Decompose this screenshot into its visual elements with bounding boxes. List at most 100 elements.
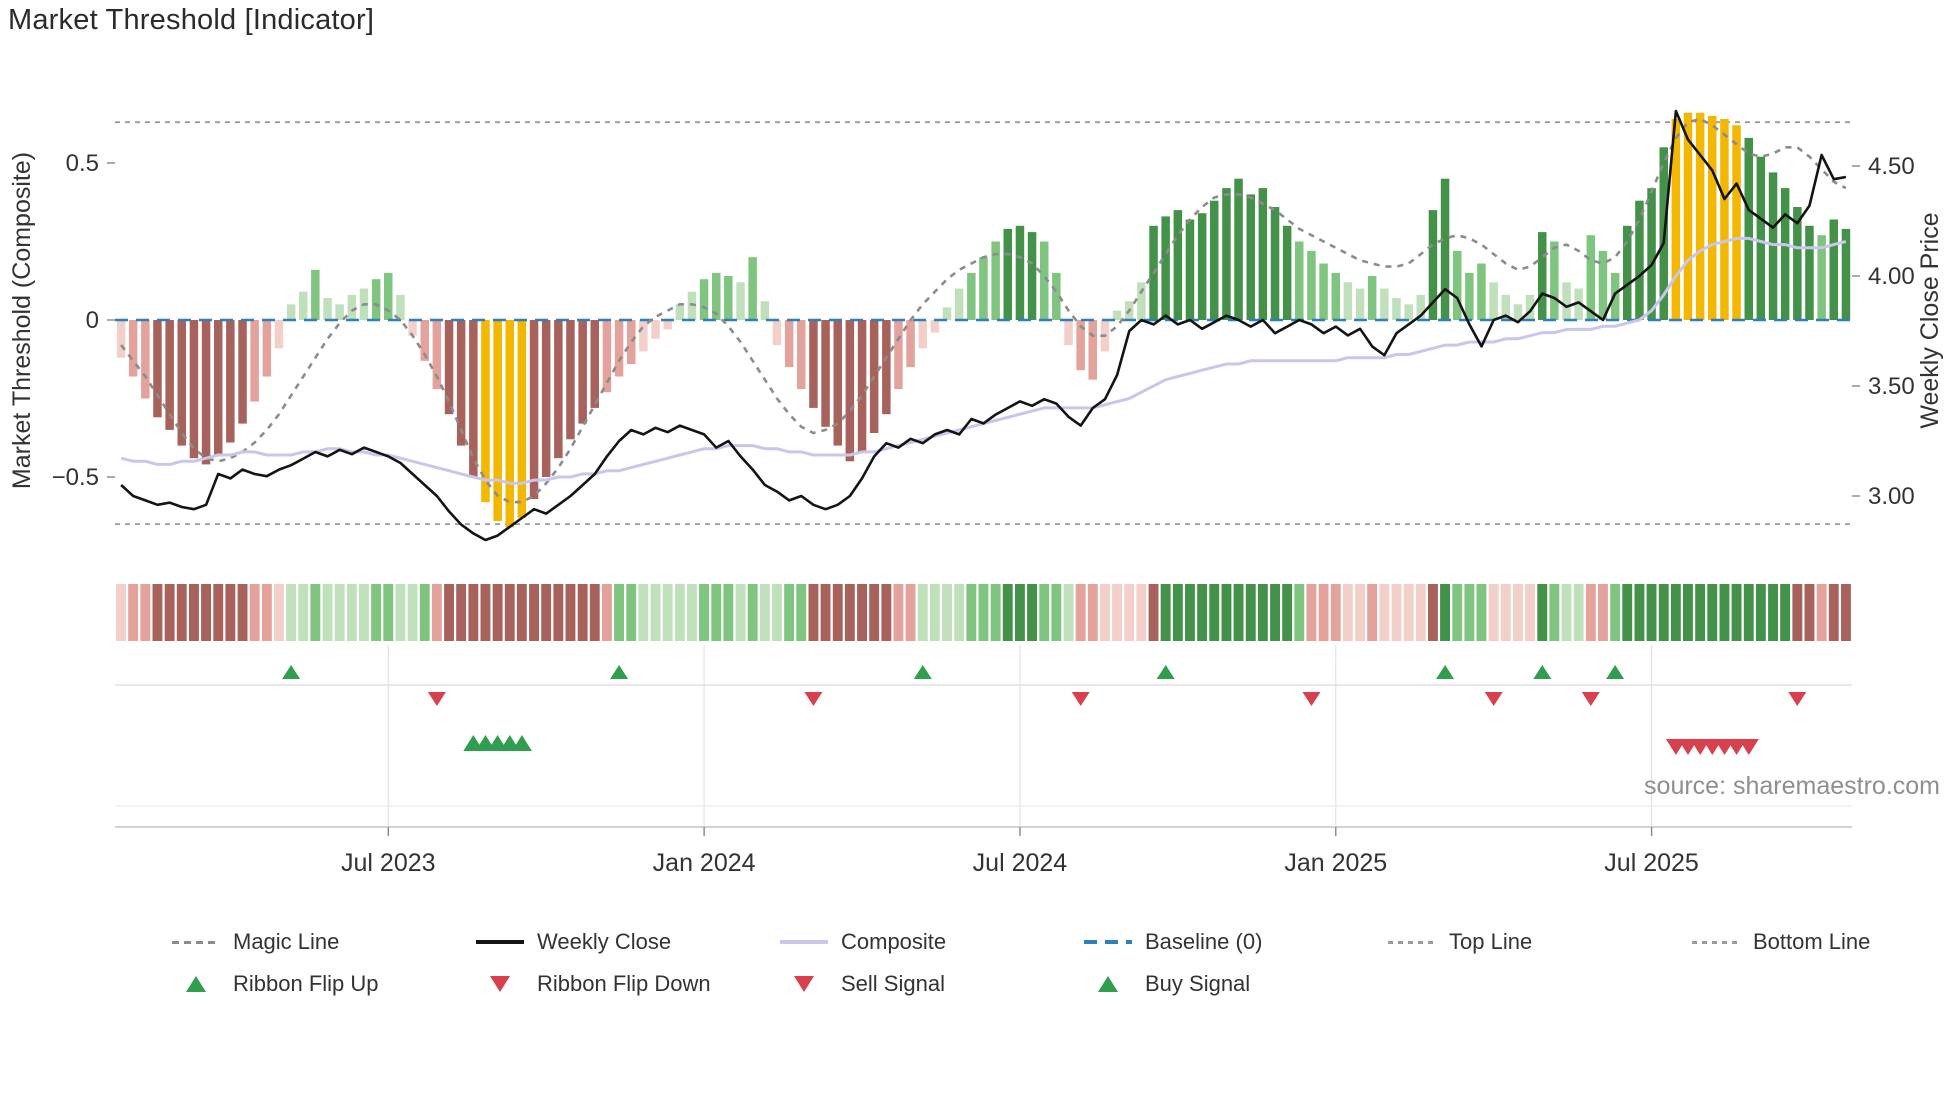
- ribbon-flip-down-marker: [1581, 692, 1600, 706]
- ribbon-cell: [1148, 584, 1159, 641]
- threshold-bar: [371, 279, 381, 320]
- composite-swatch: [780, 940, 828, 944]
- threshold-bar: [882, 320, 891, 415]
- threshold-bar: [1756, 156, 1766, 320]
- ribbon-cell: [1294, 584, 1305, 641]
- legend-item-ribbon-flip-up: Ribbon Flip Up: [172, 966, 476, 1002]
- threshold-bar: [189, 320, 199, 459]
- ribbon-cell: [1549, 584, 1560, 641]
- ribbon-cell: [225, 584, 236, 641]
- ribbon-cell: [298, 584, 309, 641]
- threshold-bar: [1489, 282, 1498, 320]
- ribbon-cell: [1598, 584, 1608, 641]
- ribbon-cell: [1221, 584, 1232, 641]
- legend-item-ribbon-flip-down: Ribbon Flip Down: [476, 966, 780, 1002]
- threshold-bar: [627, 320, 636, 364]
- threshold-bar: [639, 320, 648, 352]
- ribbon-cell: [383, 584, 394, 641]
- ribbon-cell: [1537, 584, 1548, 641]
- ribbon-cell: [723, 584, 734, 641]
- ribbon-cell: [176, 584, 187, 641]
- threshold-bar: [1538, 232, 1547, 320]
- ribbon-cell: [1282, 584, 1293, 641]
- page-title: Market Threshold [Indicator]: [8, 4, 375, 36]
- threshold-bar: [1064, 320, 1073, 346]
- threshold-bar: [299, 291, 308, 320]
- ribbon-cell: [1172, 584, 1183, 641]
- threshold-bar: [444, 320, 454, 415]
- axes: 0.5 0 −0.5 4.50 4.00 3.50 3.00 Jul 2023 Jan 2024…: [8, 150, 1944, 877]
- threshold-bar: [712, 272, 721, 320]
- ribbon-strip: [116, 584, 1851, 641]
- threshold-bar: [1683, 112, 1693, 320]
- legend-label: Sell Signal: [841, 971, 945, 996]
- ribbon-cell: [1087, 584, 1098, 641]
- threshold-bar: [1392, 298, 1401, 320]
- ribbon-cell: [1403, 584, 1414, 641]
- ribbon-cell: [942, 584, 952, 641]
- threshold-bar: [991, 241, 1000, 320]
- threshold-bar: [1586, 235, 1596, 320]
- ribbon-cell: [334, 584, 345, 641]
- ribbon-cell: [784, 584, 795, 641]
- ribbon-cell: [1488, 584, 1499, 641]
- ribbon-cell: [553, 584, 564, 641]
- ribbon-cell: [626, 584, 637, 641]
- threshold-bar: [201, 320, 211, 465]
- ribbon-flip-up-marker: [1533, 665, 1552, 679]
- ribbon-cell: [1707, 584, 1718, 641]
- threshold-bar: [1550, 241, 1559, 320]
- ribbon-cell: [1610, 584, 1621, 641]
- ribbon-cell: [492, 584, 503, 641]
- ribbon-cell: [516, 584, 527, 641]
- threshold-bar: [857, 320, 867, 452]
- ribbon-cell: [1100, 584, 1110, 641]
- ribbon-cell: [1755, 584, 1766, 641]
- ribbon-flip-up-marker: [1156, 665, 1175, 679]
- ribbon-cell: [905, 584, 916, 641]
- threshold-bar: [1282, 225, 1292, 320]
- threshold-bar: [1052, 272, 1061, 320]
- threshold-bar: [1246, 194, 1255, 320]
- ribbon-cell: [164, 584, 175, 641]
- ribbon-cell: [1112, 584, 1122, 641]
- threshold-bar: [311, 269, 320, 320]
- ribbon-cell: [1500, 584, 1511, 641]
- signal-markers: [282, 665, 1807, 755]
- ribbon-cell: [1561, 584, 1572, 641]
- threshold-bar: [1841, 228, 1851, 320]
- buy-signal-marker: [511, 735, 532, 751]
- ribbon-cell: [1513, 584, 1523, 641]
- threshold-bar: [1404, 304, 1413, 320]
- threshold-bar: [1501, 294, 1510, 320]
- ribbon-cell: [407, 584, 418, 641]
- ribbon-cell: [1670, 584, 1681, 641]
- threshold-bar: [1695, 112, 1705, 320]
- ribbon-cell: [395, 584, 406, 641]
- threshold-bar: [1768, 172, 1778, 320]
- threshold-bar: [469, 320, 478, 477]
- threshold-bar: [335, 304, 344, 320]
- threshold-bar: [1234, 178, 1243, 320]
- ribbon-cell: [1816, 584, 1827, 641]
- threshold-bar: [141, 320, 150, 399]
- threshold-bar: [1270, 207, 1280, 320]
- x-axis-tick-label: Jul 2023: [341, 849, 436, 877]
- ribbon-cell: [1342, 584, 1353, 641]
- threshold-bar: [845, 320, 855, 462]
- threshold-bar: [286, 304, 296, 320]
- threshold-bar: [1513, 304, 1523, 320]
- threshold-bar: [699, 279, 709, 320]
- x-axis-tick-label: Jul 2024: [973, 849, 1068, 877]
- ribbon-cell: [662, 584, 673, 641]
- ribbon-cell: [346, 584, 357, 641]
- threshold-bar: [1161, 216, 1170, 320]
- ribbon-cell: [261, 584, 272, 641]
- ribbon-cell: [1731, 584, 1742, 641]
- threshold-bar: [894, 320, 903, 390]
- ribbon-cell: [286, 584, 297, 641]
- ribbon-cell: [735, 584, 746, 641]
- ribbon-cell: [990, 584, 1001, 641]
- ribbon-flip-down-marker: [1484, 692, 1503, 706]
- threshold-bar: [1137, 282, 1146, 320]
